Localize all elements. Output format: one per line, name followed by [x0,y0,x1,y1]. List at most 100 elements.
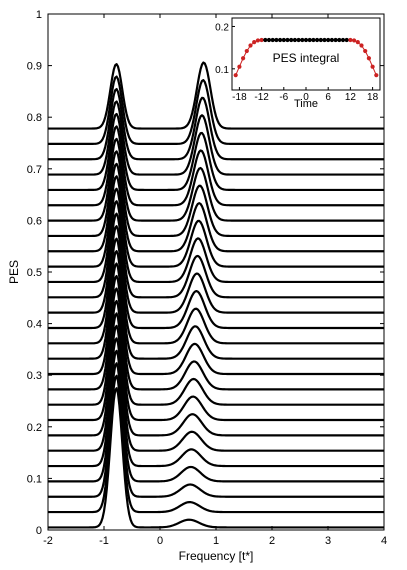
pes-curve [48,100,384,176]
inset-content [233,37,379,78]
pes-curve [48,387,384,529]
inset-data-point [363,48,368,54]
inset-data-point [370,64,375,69]
inset-data-point [266,37,272,43]
x-tick-label: 2 [269,535,275,547]
x-tick-label: 3 [325,535,331,547]
pes-curve [48,312,384,437]
y-tick-label: 0 [36,525,42,537]
pes-curve [48,61,384,130]
inset-data-point [315,37,320,43]
inset-data-point [329,37,334,43]
main-y-axis-title: PES [7,260,21,284]
inset-data-point [289,37,294,43]
inset-x-ticks: -18 -12 -6 0 6 12 18 [232,87,379,103]
inset-x-tick-label: 12 [345,92,357,103]
inset-data-point [355,40,360,45]
inset-data-point [333,37,338,43]
y-tick-label: 0.5 [27,267,42,279]
inset-data-point [337,37,342,43]
inset-x-tick-label: 6 [325,92,331,103]
main-curves [48,61,384,529]
inset-data-point [303,37,309,43]
inset-data-point [255,38,260,43]
inset-data-point [318,37,323,43]
inset-data-point [244,48,249,54]
inset-data-point [281,37,286,43]
inset-data-point [263,37,268,43]
pes-curve [48,125,384,207]
inset-data-point [322,37,327,43]
pes-curve [48,362,384,498]
y-tick-label: 0.2 [27,422,42,434]
inset-data-point [348,37,353,43]
pes-curve [48,225,384,330]
pes-curve [48,262,384,376]
inset-data-point [237,64,242,69]
pes-curve [48,299,384,422]
inset-plot-frame [231,17,381,91]
pes-curve [48,187,384,284]
inset-data-point [311,37,316,43]
inset-data-point [270,37,275,43]
inset-y-ticks: 0.1 0.2 [215,22,235,76]
y-tick-label: 0.8 [27,112,42,124]
x-tick-label: 0 [157,535,163,547]
y-tick-label: 1 [36,9,42,21]
inset-data-point [340,37,346,43]
pes-curve [48,200,384,299]
inset-data-point [248,43,253,48]
main-x-axis-title: Frequency [t*] [179,549,254,563]
pes-curve [48,274,384,391]
inset-data-point [233,73,238,78]
y-tick-label: 0.4 [27,319,42,331]
inset-data-point [359,43,364,48]
inset-data-point [274,37,279,43]
pes-curve [48,112,384,192]
inset-data-point [292,37,297,43]
pes-curve [48,162,384,253]
pes-curve [48,75,384,145]
inset-y-tick-label: 0.2 [215,22,229,33]
inset-data-point [307,37,312,43]
main-x-ticks: -2 -1 0 1 2 3 4 [43,14,387,547]
y-tick-label: 0.7 [27,164,42,176]
pes-curve [48,237,384,345]
inset-data-point [344,37,349,43]
inset-x-tick-label: -18 [232,92,247,103]
pes-curve [48,175,384,268]
inset-data-point [278,37,283,43]
pes-curve [48,212,384,314]
inset-data-point [326,37,331,43]
pes-curve [48,287,384,406]
inset-title: PES integral [273,51,340,65]
pes-curve [48,349,384,483]
pes-curve [48,324,384,452]
y-tick-label: 0.9 [27,61,42,73]
main-y-ticks: 0 0.1 0.2 0.3 0.4 0.5 0.6 0.7 0.8 0.9 1 [27,9,384,537]
inset-x-tick-label: -6 [279,92,288,103]
pes-curve [48,150,384,238]
inset-x-tick-label: 0 [303,92,309,103]
x-tick-label: 1 [213,535,219,547]
x-tick-label: -1 [99,535,109,547]
inset-data-point [352,38,357,43]
inset-data-point [252,40,257,45]
x-tick-label: 4 [381,535,387,547]
y-tick-label: 0.1 [27,473,42,485]
inset-y-tick-label: 0.1 [215,65,229,76]
inset-data-point [374,73,379,78]
inset-x-tick-label: -12 [254,92,269,103]
y-tick-label: 0.3 [27,370,42,382]
inset-data-point [300,37,305,43]
pes-curve [48,87,384,161]
inset-data-point [366,56,371,61]
inset-data-point [296,37,301,43]
inset-data-point [285,37,290,43]
inset-data-point [259,37,264,43]
pes-curve [48,250,384,360]
pes-curve [48,374,384,514]
main-plot-frame [47,13,385,531]
pes-curve [48,337,384,468]
pes-curve [48,137,384,222]
